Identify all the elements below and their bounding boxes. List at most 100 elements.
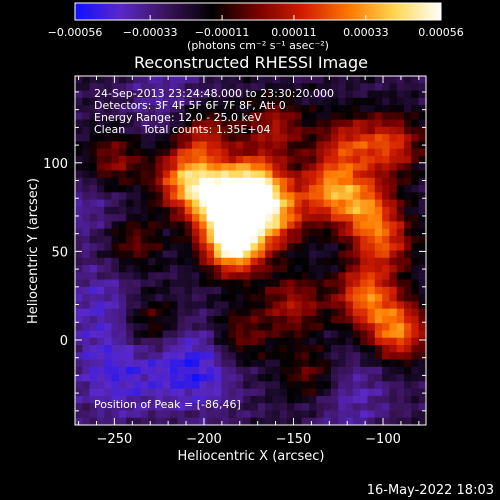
heatmap-cell xyxy=(192,294,200,302)
heatmap-cell xyxy=(279,228,288,237)
heatmap-cell xyxy=(133,90,142,99)
heatmap-cell xyxy=(206,352,215,361)
heatmap-cell xyxy=(162,214,171,223)
heatmap-cell xyxy=(404,112,412,121)
heatmap-cell xyxy=(404,221,412,230)
heatmap-cell xyxy=(250,126,259,135)
heatmap-cell xyxy=(221,381,230,390)
heatmap-cell xyxy=(338,235,347,244)
heatmap-cell xyxy=(404,294,412,302)
heatmap-cell xyxy=(330,148,339,157)
heatmap-cell xyxy=(316,177,325,186)
heatmap-cell xyxy=(75,228,83,237)
heatmap-cell xyxy=(411,185,420,193)
heatmap-cell xyxy=(126,163,135,172)
heatmap-cell xyxy=(323,119,332,128)
heatmap-cell xyxy=(192,272,200,281)
heatmap-cell xyxy=(301,185,310,193)
heatmap-cell xyxy=(221,90,230,99)
heatmap-cell xyxy=(75,352,83,361)
heatmap-cell xyxy=(111,214,120,223)
heatmap-cell xyxy=(338,185,347,193)
heatmap-cell xyxy=(287,410,295,419)
heatmap-cell xyxy=(352,279,361,288)
heatmap-cell xyxy=(294,294,303,302)
heatmap-cell xyxy=(148,243,157,252)
heatmap-cell xyxy=(111,403,120,412)
heatmap-cell xyxy=(126,192,135,201)
heatmap-cell xyxy=(374,417,383,425)
heatmap-cell xyxy=(345,185,354,193)
heatmap-cell xyxy=(177,366,186,375)
heatmap-cell xyxy=(148,83,157,92)
heatmap-cell xyxy=(309,170,317,179)
heatmap-cell xyxy=(235,279,244,288)
heatmap-cell xyxy=(235,374,244,382)
heatmap-cell xyxy=(316,301,325,310)
heatmap-cell xyxy=(389,134,398,143)
heatmap-cell xyxy=(411,308,420,317)
heatmap-cell xyxy=(382,381,391,390)
heatmap-cell xyxy=(352,301,361,310)
heatmap-cell xyxy=(367,141,376,150)
heatmap-cell xyxy=(192,308,200,317)
heatmap-cell xyxy=(126,265,135,273)
heatmap-cell xyxy=(126,148,135,157)
heatmap-cell xyxy=(221,315,230,324)
heatmap-cell xyxy=(89,126,98,135)
heatmap-cell xyxy=(272,228,281,237)
heatmap-cell xyxy=(243,177,252,186)
heatmap-cell xyxy=(316,119,325,128)
heatmap-cell xyxy=(316,185,325,193)
heatmap-cell xyxy=(257,235,266,244)
heatmap-cell xyxy=(257,388,266,397)
heatmap-cell xyxy=(287,403,295,412)
heatmap-cell xyxy=(287,352,295,361)
heatmap-cell xyxy=(265,243,274,252)
heatmap-cell xyxy=(418,221,426,230)
heatmap-cell xyxy=(111,170,120,179)
heatmap-cell xyxy=(345,301,354,310)
heatmap-cell xyxy=(104,141,113,150)
heatmap-cell xyxy=(89,286,98,295)
heatmap-cell xyxy=(155,199,164,208)
heatmap-cell xyxy=(257,286,266,295)
heatmap-cell xyxy=(177,308,186,317)
heatmap-cell xyxy=(345,97,354,106)
heatmap-cell xyxy=(118,308,127,317)
heatmap-cell xyxy=(82,97,91,106)
heatmap-cell xyxy=(294,185,303,193)
heatmap-cell xyxy=(374,163,383,172)
heatmap-cell xyxy=(279,345,288,353)
heatmap-cell xyxy=(221,126,230,135)
heatmap-cell xyxy=(213,214,222,223)
heatmap-cell xyxy=(382,163,391,172)
heatmap-cell xyxy=(118,105,127,113)
heatmap-cell xyxy=(294,119,303,128)
heatmap-cell xyxy=(301,155,310,164)
heatmap-cell xyxy=(309,359,317,368)
heatmap-cell xyxy=(96,177,105,186)
heatmap-cell xyxy=(111,359,120,368)
heatmap-cell xyxy=(199,272,208,281)
heatmap-cell xyxy=(257,112,266,121)
heatmap-cell xyxy=(235,272,244,281)
heatmap-cell xyxy=(133,185,142,193)
heatmap-cell xyxy=(192,185,200,193)
heatmap-cell xyxy=(148,388,157,397)
heatmap-cell xyxy=(140,243,149,252)
heatmap-cell xyxy=(133,112,142,121)
heatmap-cell xyxy=(235,206,244,215)
heatmap-cell xyxy=(111,337,120,346)
heatmap-cell xyxy=(170,206,178,215)
heatmap-cell xyxy=(301,315,310,324)
heatmap-cell xyxy=(235,192,244,201)
heatmap-cell xyxy=(170,381,178,390)
heatmap-cell xyxy=(323,315,332,324)
heatmap-cell xyxy=(338,214,347,223)
heatmap-cell xyxy=(206,243,215,252)
heatmap-cell xyxy=(404,83,412,92)
heatmap-cell xyxy=(104,192,113,201)
heatmap-cell xyxy=(411,410,420,419)
heatmap-cell xyxy=(162,286,171,295)
